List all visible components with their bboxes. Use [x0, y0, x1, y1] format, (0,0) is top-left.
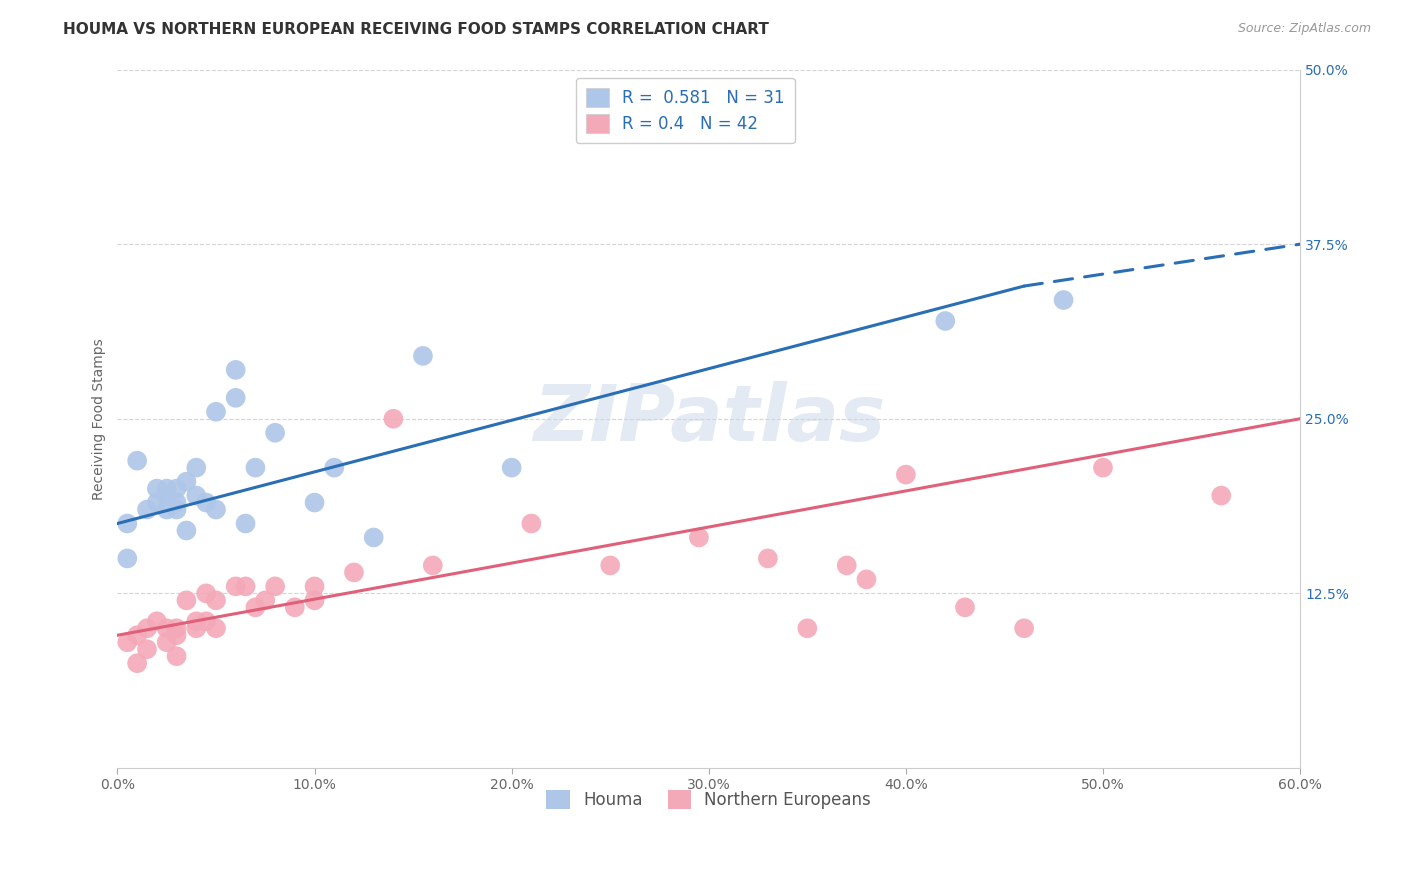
Point — [205, 405, 228, 419]
Point — [146, 495, 169, 509]
Point — [796, 621, 818, 635]
Point — [166, 495, 188, 509]
Point — [225, 391, 247, 405]
Point — [186, 615, 208, 629]
Point — [176, 524, 198, 538]
Point — [855, 573, 877, 587]
Point — [166, 482, 188, 496]
Point — [835, 558, 858, 573]
Point — [225, 363, 247, 377]
Point — [117, 551, 139, 566]
Point — [136, 642, 159, 657]
Point — [599, 558, 621, 573]
Point — [205, 593, 228, 607]
Point — [166, 649, 188, 664]
Point — [343, 566, 366, 580]
Point — [894, 467, 917, 482]
Point — [195, 495, 218, 509]
Point — [156, 489, 179, 503]
Point — [176, 475, 198, 489]
Point — [304, 495, 326, 509]
Point — [1211, 489, 1233, 503]
Point — [363, 531, 385, 545]
Point — [717, 125, 740, 139]
Point — [127, 656, 149, 670]
Point — [1012, 621, 1035, 635]
Text: HOUMA VS NORTHERN EUROPEAN RECEIVING FOOD STAMPS CORRELATION CHART: HOUMA VS NORTHERN EUROPEAN RECEIVING FOO… — [63, 22, 769, 37]
Point — [1052, 293, 1074, 307]
Point — [235, 516, 257, 531]
Point — [225, 579, 247, 593]
Point — [953, 600, 976, 615]
Point — [186, 621, 208, 635]
Point — [166, 628, 188, 642]
Text: Source: ZipAtlas.com: Source: ZipAtlas.com — [1237, 22, 1371, 36]
Point — [205, 502, 228, 516]
Point — [166, 502, 188, 516]
Point — [156, 621, 179, 635]
Point — [156, 482, 179, 496]
Point — [205, 621, 228, 635]
Point — [136, 621, 159, 635]
Point — [117, 635, 139, 649]
Text: ZIPatlas: ZIPatlas — [533, 381, 884, 457]
Point — [146, 482, 169, 496]
Point — [245, 600, 267, 615]
Point — [264, 425, 287, 440]
Point — [195, 586, 218, 600]
Point — [284, 600, 307, 615]
Point — [166, 621, 188, 635]
Point — [412, 349, 434, 363]
Point — [146, 615, 169, 629]
Point — [235, 579, 257, 593]
Legend: Houma, Northern Europeans: Houma, Northern Europeans — [540, 783, 877, 815]
Point — [688, 531, 710, 545]
Point — [323, 460, 346, 475]
Point — [156, 635, 179, 649]
Point — [156, 502, 179, 516]
Point — [304, 593, 326, 607]
Point — [245, 460, 267, 475]
Point — [127, 628, 149, 642]
Point — [1091, 460, 1114, 475]
Point — [136, 502, 159, 516]
Point — [934, 314, 956, 328]
Point — [304, 579, 326, 593]
Y-axis label: Receiving Food Stamps: Receiving Food Stamps — [93, 338, 107, 500]
Point — [127, 453, 149, 467]
Point — [254, 593, 277, 607]
Point — [520, 516, 543, 531]
Point — [756, 551, 779, 566]
Point — [382, 411, 405, 425]
Point — [176, 593, 198, 607]
Point — [264, 579, 287, 593]
Point — [195, 615, 218, 629]
Point — [186, 489, 208, 503]
Point — [117, 516, 139, 531]
Point — [501, 460, 523, 475]
Point — [422, 558, 444, 573]
Point — [186, 460, 208, 475]
